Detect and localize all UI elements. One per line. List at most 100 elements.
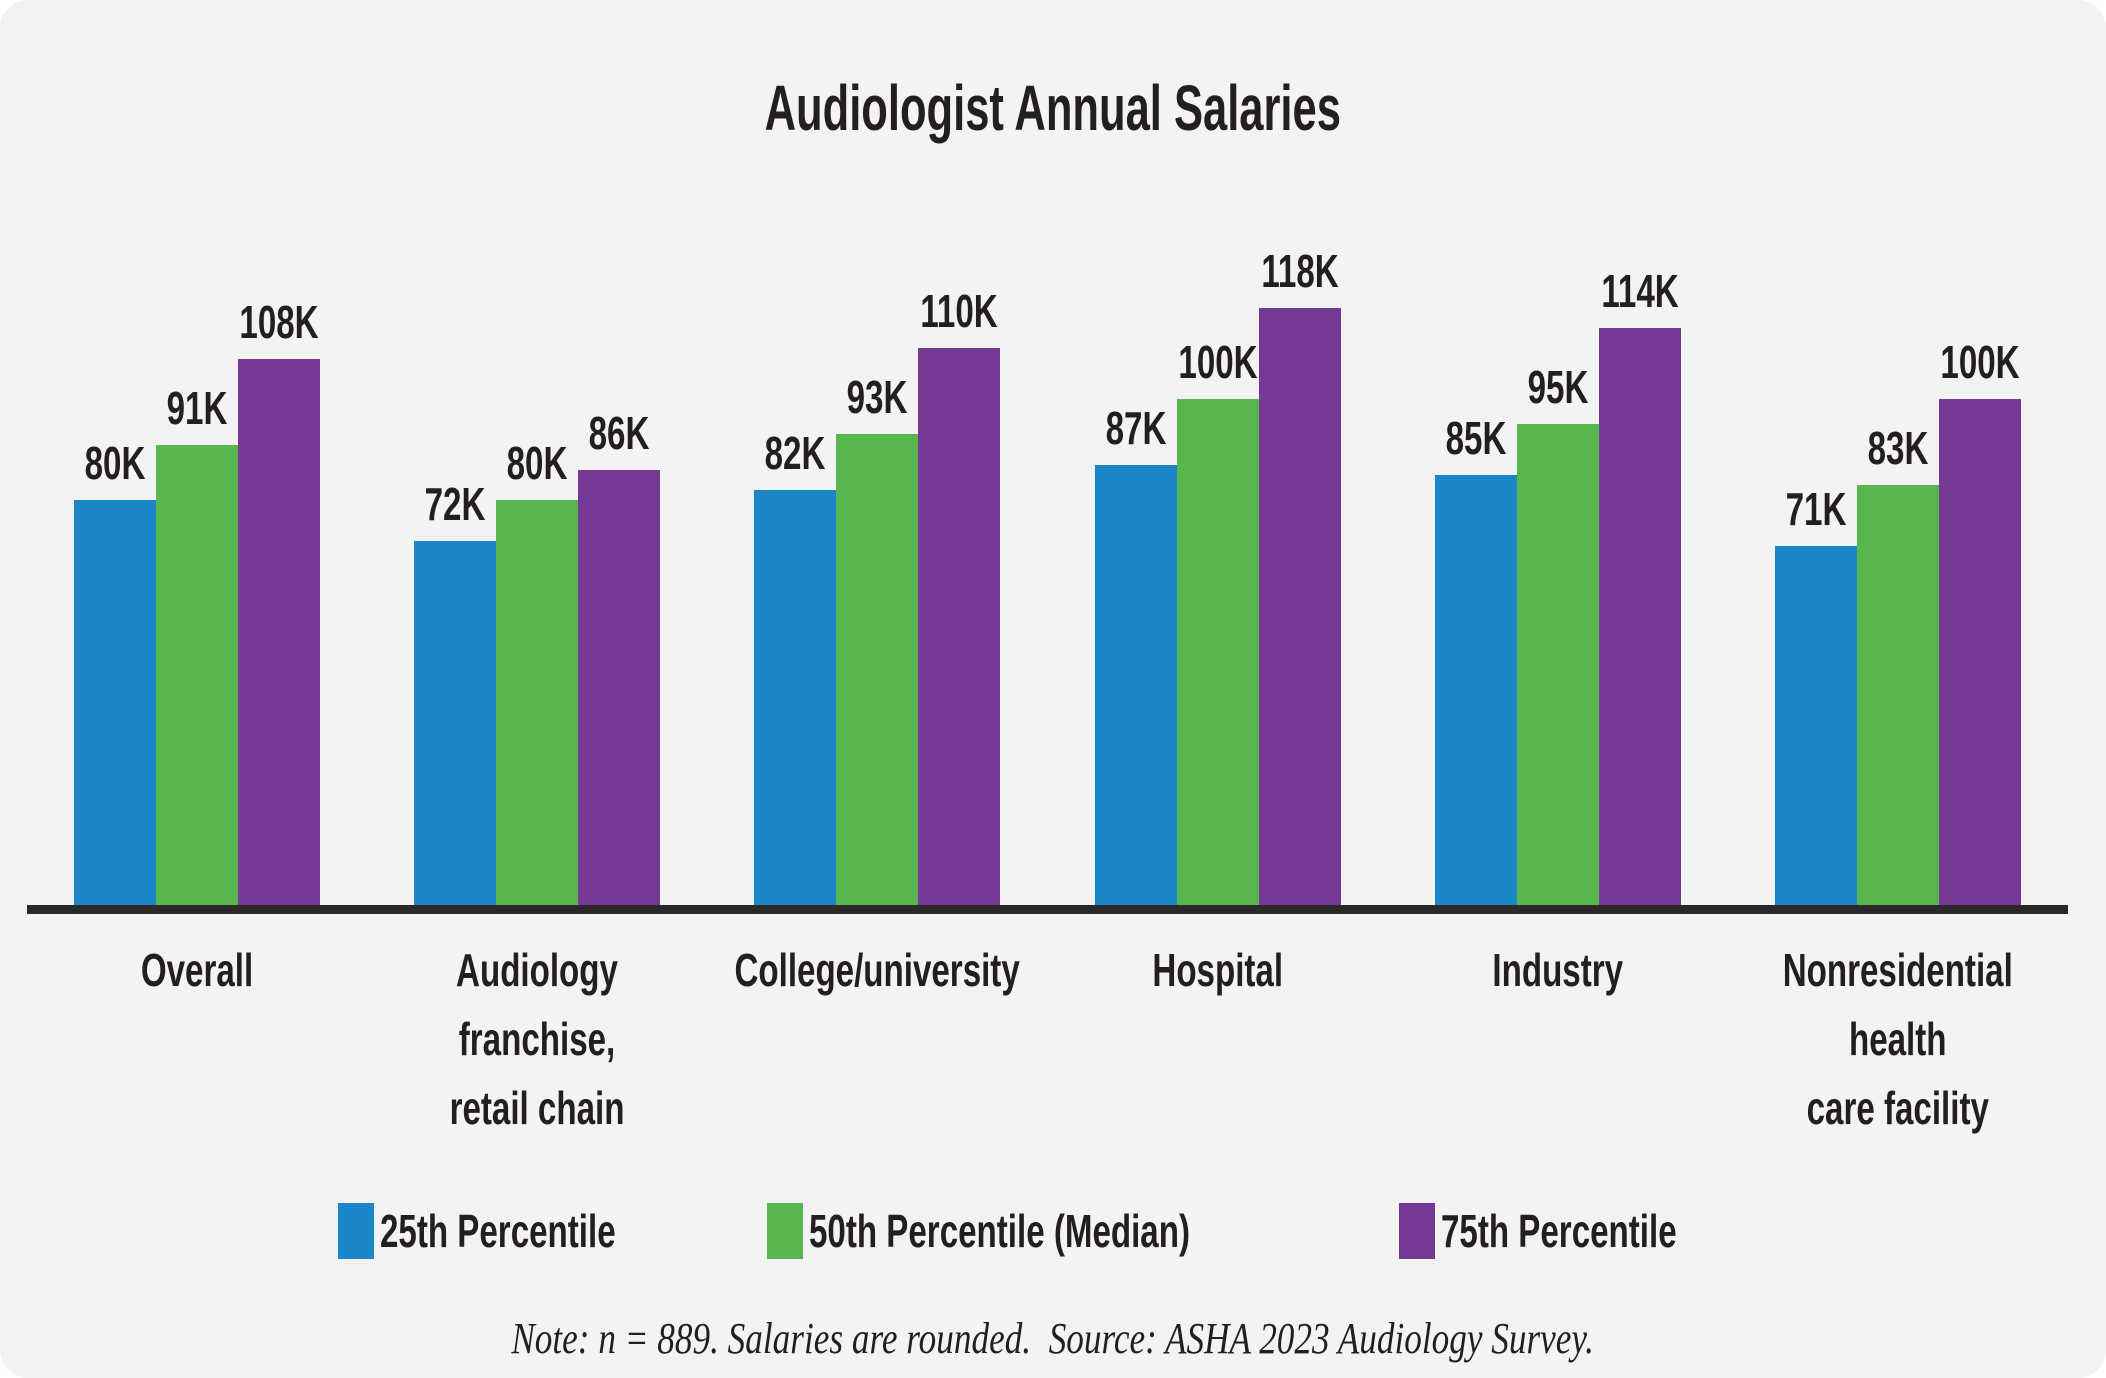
legend: 25th Percentile 50th Percentile (Median) 7… — [0, 1203, 2106, 1259]
bar — [1258, 308, 1341, 905]
bar — [1598, 328, 1681, 905]
bar-value-label: 110K — [906, 288, 1013, 334]
bar-value-label: 83K — [1856, 425, 1940, 471]
bar-value-text: 87K — [1105, 402, 1166, 454]
bar-column: 95K — [1516, 364, 1599, 905]
bar-column: 80K — [74, 440, 156, 905]
bar-column: 85K — [1434, 415, 1517, 905]
bar-value-label: 118K — [1246, 248, 1353, 294]
bar-column: 100K — [1176, 339, 1259, 905]
bar — [754, 490, 837, 905]
bar-value-label: 87K — [1093, 405, 1177, 451]
category-label: Audiology franchise, retail chain — [449, 944, 625, 1134]
bar — [578, 470, 661, 905]
bar-value-label: 100K — [1163, 339, 1273, 385]
category-label: Hospital — [1152, 944, 1283, 996]
bar-value-text: 83K — [1867, 422, 1929, 474]
category-cell: Nonresidential health care facility — [1775, 936, 2021, 1143]
bar-value-text: 118K — [1260, 245, 1339, 297]
x-axis-line — [27, 905, 2068, 914]
legend-item: 50th Percentile (Median) — [767, 1203, 1338, 1259]
bar-value-text: 91K — [166, 382, 228, 434]
bar-column: 93K — [836, 374, 919, 905]
bar-value-text: 108K — [239, 296, 319, 348]
bar-column: 71K — [1774, 486, 1857, 905]
bar-value-label: 86K — [577, 410, 661, 456]
bar-value-label: 114K — [1586, 268, 1693, 314]
bar-value-text: 114K — [1601, 265, 1679, 317]
bar-group: 71K 83K 100K — [1774, 339, 2021, 905]
bar-column: 72K — [414, 481, 497, 905]
bar-value-label: 80K — [495, 440, 579, 486]
category-cell: College/university — [735, 936, 1020, 1143]
bar-value-label: 95K — [1516, 364, 1600, 410]
bar-column: 100K — [1938, 339, 2021, 905]
legend-swatch — [338, 1203, 375, 1259]
category-label: Nonresidential health care facility — [1782, 944, 2013, 1134]
bar — [1774, 546, 1857, 905]
bar — [1856, 485, 1939, 905]
bar-value-label: 80K — [73, 440, 157, 486]
legend-item: 25th Percentile — [338, 1203, 707, 1259]
bar-group: 85K 95K 114K — [1434, 268, 1681, 905]
category-label: Overall — [140, 944, 254, 996]
bar-column: 83K — [1856, 425, 1939, 905]
category-cell: Hospital — [1095, 936, 1341, 1143]
category-labels-row: Overall Audiology franchise, retail chain… — [27, 936, 2068, 1143]
category-label: Industry — [1492, 944, 1624, 996]
bar — [1176, 399, 1259, 905]
bar-value-text: 100K — [1177, 336, 1258, 388]
category-cell: Overall — [74, 936, 320, 1143]
bar-group: 72K 80K 86K — [414, 410, 661, 905]
legend-label: 25th Percentile — [380, 1205, 616, 1257]
chart-title: Audiologist Annual Salaries — [764, 72, 1342, 144]
bar-value-text: 110K — [920, 285, 999, 337]
bar-value-label: 91K — [155, 385, 239, 431]
bar-value-label: 93K — [835, 374, 919, 420]
bar-group: 87K 100K 118K — [1094, 248, 1341, 905]
bar — [1094, 465, 1177, 905]
bar-value-text: 82K — [764, 427, 826, 479]
source-note: Note: n = 889. Salaries are rounded. Sou… — [511, 1314, 1595, 1363]
bar-value-label: 72K — [413, 481, 497, 527]
bar-value-label: 100K — [1925, 339, 2035, 385]
category-label: College/university — [734, 944, 1021, 996]
bar-value-text: 100K — [1940, 336, 2020, 388]
legend-item: 75th Percentile — [1398, 1203, 1768, 1259]
bar-column: 80K — [496, 440, 579, 905]
title-row: Audiologist Annual Salaries — [0, 70, 2106, 147]
note-row: Note: n = 889. Salaries are rounded. Sou… — [0, 1313, 2106, 1364]
legend-label: 75th Percentile — [1440, 1205, 1677, 1257]
category-cell: Audiology franchise, retail chain — [414, 936, 660, 1143]
bar-value-text: 80K — [84, 437, 146, 489]
bar-value-text: 72K — [424, 478, 486, 530]
bar-value-text: 86K — [588, 407, 650, 459]
bar-value-text: 85K — [1445, 412, 1507, 464]
bar-value-label: 108K — [224, 299, 334, 345]
bar — [1516, 424, 1599, 905]
bar — [836, 434, 919, 905]
bar — [918, 348, 1001, 905]
bar — [414, 541, 497, 905]
bar-column: 108K — [238, 299, 320, 905]
bar-group: 80K 91K 108K — [74, 299, 320, 905]
bar-column: 91K — [156, 385, 238, 905]
bar-value-label: 82K — [753, 430, 837, 476]
bar-column: 86K — [578, 410, 661, 905]
bar-value-text: 80K — [506, 437, 568, 489]
bar-group: 82K 93K 110K — [754, 288, 1001, 905]
bar-column: 110K — [918, 288, 1001, 905]
bar — [1938, 399, 2021, 905]
bar-value-label: 85K — [1434, 415, 1518, 461]
bar-column: 114K — [1598, 268, 1681, 905]
bar-column: 87K — [1094, 405, 1177, 905]
bar-value-text: 71K — [1785, 483, 1847, 535]
legend-label: 50th Percentile (Median) — [809, 1205, 1191, 1257]
bar-value-label: 71K — [1774, 486, 1858, 532]
category-cell: Industry — [1435, 936, 1681, 1143]
plot-area: 80K 91K 108K 72K 80K 86K 82K 93K 110K 87K 100K 118K… — [27, 147, 2068, 905]
bar — [496, 500, 579, 905]
bar-column: 82K — [754, 430, 837, 905]
bar-value-text: 93K — [846, 371, 908, 423]
